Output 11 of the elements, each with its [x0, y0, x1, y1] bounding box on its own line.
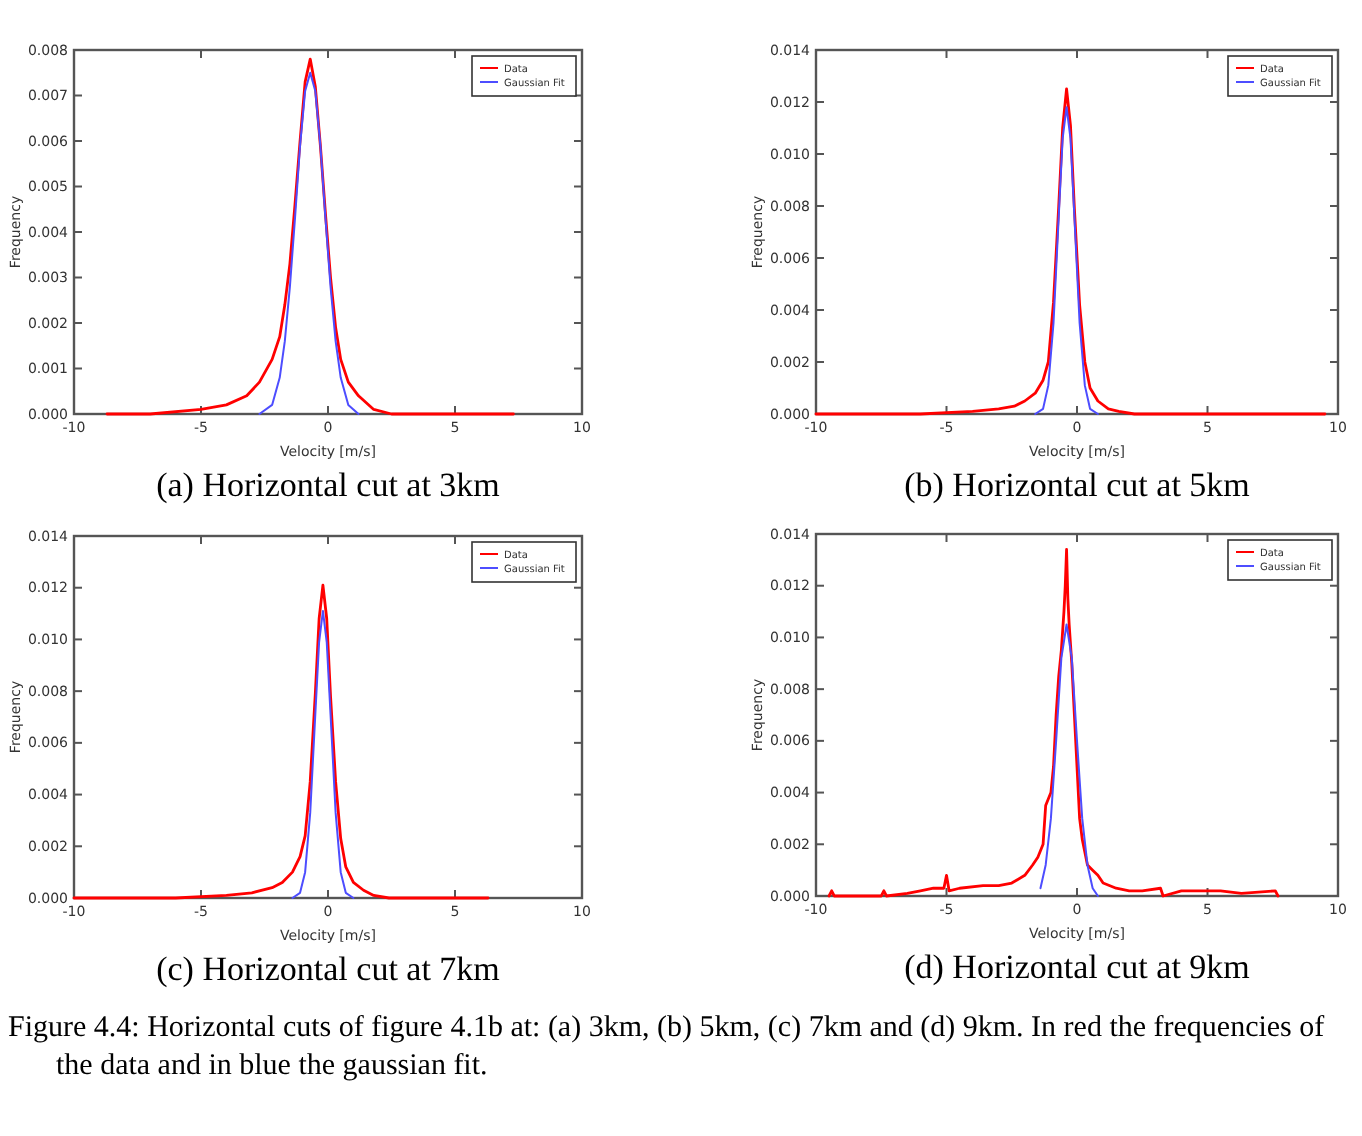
line-series: [814, 87, 1327, 416]
text: (a) Horizontal cut at 3km: [156, 466, 500, 504]
text: (b) Horizontal cut at 5km: [904, 466, 1250, 504]
line-series: [258, 71, 360, 415]
text: (d) Horizontal cut at 9km: [904, 948, 1250, 986]
line-series: [72, 583, 490, 900]
line-series: [291, 609, 355, 899]
text: (c) Horizontal cut at 7km: [156, 950, 500, 988]
line-series: [1039, 623, 1099, 897]
line-series: [1034, 106, 1099, 415]
caption: Figure 4.4: Horizontal cuts of figure 4.1b at: (a) 3km, (b) 5km, (c) 7km and (d) 9km. In red the frequencies of the data and in blue the gaussian fit.: [8, 1010, 1327, 1086]
